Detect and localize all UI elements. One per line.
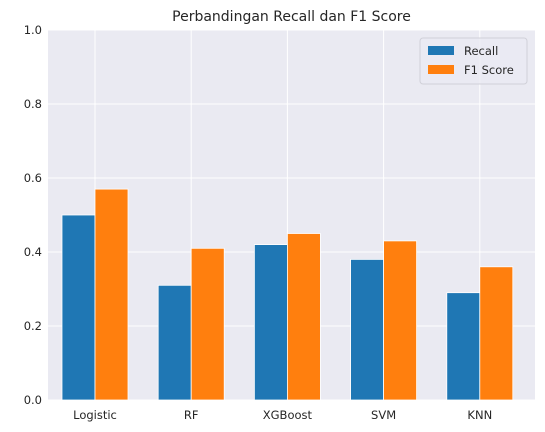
y-tick-label: 1.0 bbox=[24, 23, 42, 37]
bar-f1-score-logistic bbox=[94, 188, 129, 401]
bar-recall-knn bbox=[446, 292, 481, 401]
bar-f1-score-xgboost bbox=[286, 233, 321, 401]
x-tick-label: SVM bbox=[371, 408, 396, 422]
bar-f1-score-knn bbox=[479, 266, 514, 401]
x-tick-label: XGBoost bbox=[263, 408, 313, 422]
legend-label: Recall bbox=[464, 44, 498, 58]
y-tick-label: 0.2 bbox=[24, 319, 42, 333]
y-tick-label: 0.4 bbox=[24, 245, 42, 259]
y-tick-label: 0.6 bbox=[24, 171, 42, 185]
x-axis: Logistic RF XGBoost SVM KNN bbox=[73, 408, 492, 422]
legend-label: F1 Score bbox=[464, 63, 514, 77]
legend-swatch bbox=[428, 46, 454, 55]
y-axis: 0.0 0.2 0.4 0.6 0.8 1.0 bbox=[24, 23, 42, 407]
y-tick-label: 0.8 bbox=[24, 97, 42, 111]
bar-recall-logistic bbox=[61, 214, 96, 401]
x-tick-label: RF bbox=[184, 408, 199, 422]
x-tick-label: KNN bbox=[467, 408, 492, 422]
bar-recall-svm bbox=[350, 258, 385, 401]
chart-title: Perbandingan Recall dan F1 Score bbox=[172, 9, 411, 25]
bars bbox=[61, 188, 514, 401]
x-tick-label: Logistic bbox=[73, 408, 117, 422]
bar-recall-rf bbox=[157, 284, 192, 401]
bar-f1-score-svm bbox=[383, 240, 418, 401]
y-tick-label: 0.0 bbox=[24, 393, 42, 407]
bar-recall-xgboost bbox=[253, 244, 288, 401]
bar-f1-score-rf bbox=[190, 247, 225, 401]
legend: Recall F1 Score bbox=[419, 37, 528, 85]
legend-swatch bbox=[428, 65, 454, 74]
